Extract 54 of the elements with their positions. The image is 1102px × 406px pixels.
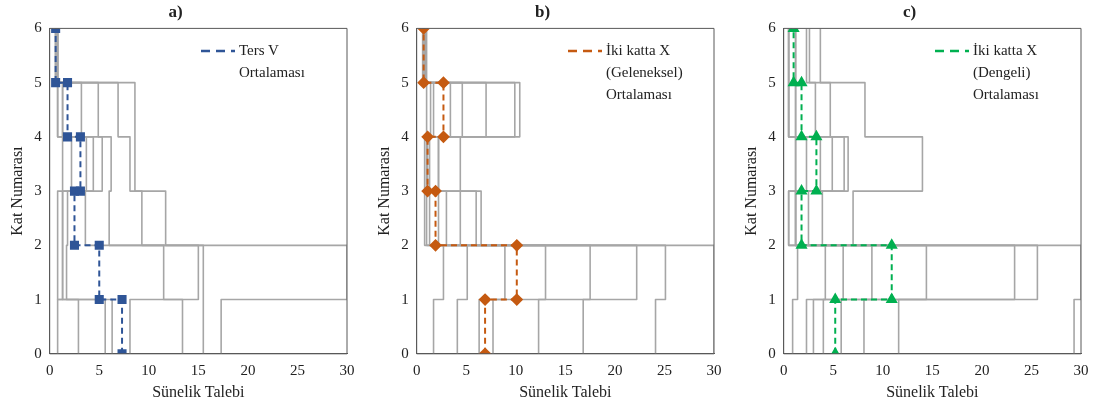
y-tick-label: 1 [401, 290, 409, 307]
x-tick-label: 0 [779, 361, 788, 378]
y-tick-label: 1 [34, 290, 42, 307]
x-tick-label: 20 [607, 361, 623, 378]
y-tick-label: 0 [34, 344, 42, 361]
x-tick-label: 30 [339, 361, 355, 378]
x-tick-label: 15 [190, 361, 206, 378]
chart-title: b) [534, 1, 551, 21]
x-tick-label: 10 [875, 361, 891, 378]
y-tick-label: 2 [768, 236, 776, 253]
y-tick-label: 4 [34, 127, 43, 144]
x-tick-label: 30 [706, 361, 722, 378]
y-tick-label: 2 [34, 236, 42, 253]
x-tick-label: 5 [829, 361, 837, 378]
x-tick-label: 5 [95, 361, 103, 378]
x-tick-label: 25 [1023, 361, 1039, 378]
y-tick-label: 3 [768, 182, 776, 199]
y-tick-label: 1 [768, 290, 776, 307]
y-tick-label: 6 [401, 19, 410, 36]
legend-label: İki katta X (Geleneksel) Ortalaması [606, 41, 684, 104]
chart-title: c) [902, 1, 917, 21]
x-axis-title: Sünelik Talebi [886, 382, 980, 400]
x-tick-label: 10 [141, 361, 157, 378]
y-tick-label: 4 [401, 127, 410, 144]
x-tick-label: 15 [557, 361, 573, 378]
y-tick-label: 6 [768, 19, 777, 36]
y-tick-label: 0 [768, 344, 776, 361]
x-tick-label: 25 [656, 361, 672, 378]
y-tick-label: 5 [34, 73, 42, 90]
x-tick-label: 30 [1073, 361, 1089, 378]
y-tick-label: 3 [401, 182, 409, 199]
x-tick-label: 25 [289, 361, 305, 378]
x-axis-title: Sünelik Talebi [152, 382, 246, 400]
chart-title: a) [168, 1, 183, 21]
legend-label: Ters V Ortalaması [239, 41, 306, 83]
y-axis-title: Kat Numarası [374, 145, 392, 236]
y-tick-label: 5 [401, 73, 409, 90]
x-tick-label: 0 [412, 361, 421, 378]
y-tick-label: 4 [768, 127, 777, 144]
y-axis-title: Kat Numarası [741, 145, 759, 236]
x-tick-label: 5 [462, 361, 470, 378]
x-tick-label: 20 [240, 361, 256, 378]
x-tick-label: 10 [508, 361, 524, 378]
y-tick-label: 5 [768, 73, 776, 90]
y-axis-title: Kat Numarası [7, 145, 25, 236]
legend-label: İki katta X (Dengeli) Ortalaması [973, 41, 1040, 104]
y-tick-label: 6 [34, 19, 43, 36]
y-tick-label: 0 [401, 344, 409, 361]
x-tick-label: 15 [924, 361, 940, 378]
x-tick-label: 0 [45, 361, 54, 378]
x-tick-label: 20 [974, 361, 990, 378]
x-axis-title: Sünelik Talebi [519, 382, 613, 400]
y-tick-label: 3 [34, 182, 42, 199]
y-tick-label: 2 [401, 236, 409, 253]
